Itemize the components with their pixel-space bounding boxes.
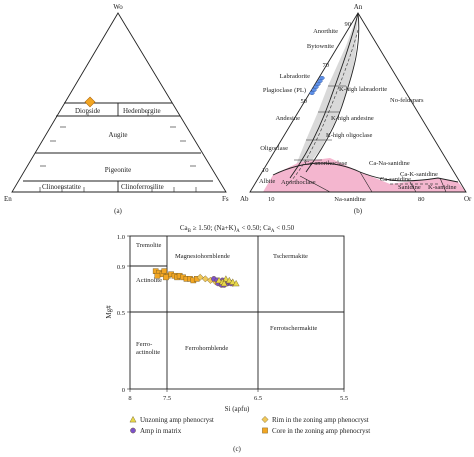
panel-c-axis-ticks	[127, 235, 345, 392]
panel-b-label-plagioclase: Plagioclase (PL)	[263, 87, 306, 94]
scatter-point-diamond	[196, 273, 204, 281]
panel-b-label-anorthite: Anorthite	[313, 28, 338, 35]
panel-b-tick-70: 70	[323, 62, 330, 69]
panel-a-label-clinoenstatite: Clinoenstatite	[42, 183, 81, 191]
panel-b-label-ca-sanidine: Ca-sanidine	[380, 176, 411, 183]
panel-c-xtick-8: 8	[128, 395, 131, 402]
panel-c-label-magnesiohornblende: Magnesiohornblende	[175, 253, 230, 260]
panel-b-plag-boundary-left	[289, 12, 359, 179]
panel-c-xtick-75: 7.5	[163, 395, 171, 402]
panel-b-alkali-divider-1	[299, 175, 331, 193]
legend-label: Amp in matrix	[140, 427, 182, 435]
panel-b-bottom-tick-10: 10	[268, 196, 275, 203]
panel-b-label-anorthoclase: Anorthoclase	[281, 179, 316, 186]
legend-marker-circle	[130, 427, 136, 434]
panel-c-ytick-05: 0.5	[117, 310, 125, 317]
panel-b-label-andesine: Andesine	[275, 115, 300, 122]
panel-a-apex-wo: Wo	[113, 3, 123, 11]
panel-b-plagioclase-field	[286, 13, 358, 186]
panel-c-amphibole-diagram: CaB ≥ 1.50; (Na+K)A < 0.50; CaA < 0.50 1…	[105, 224, 370, 453]
panel-a-apex-en: En	[4, 195, 12, 203]
panel-c-label-actinolite: Actinolite	[136, 277, 162, 284]
panel-b-apex-or: Or	[464, 195, 472, 203]
panel-a-pyroxene-diagram: Wo En Fs Diopside Hedenbergite Augite Pi…	[4, 3, 229, 215]
scatter-point-triangle	[215, 276, 223, 284]
panel-b-alkali-divider-4	[439, 177, 447, 193]
panel-b-label-k-sanidine: K-sanidine	[428, 184, 457, 191]
legend-marker-square	[262, 427, 268, 434]
panel-a-apex-fs: Fs	[222, 195, 229, 203]
panel-a-tick-marks	[39, 112, 197, 192]
panel-c-ytick-0: 0	[122, 387, 125, 394]
panel-b-bottom-tick-80: 80	[418, 196, 425, 203]
scatter-point-triangle	[222, 275, 230, 282]
legend-label: Unzoning amp phenocryst	[140, 416, 214, 424]
panel-a-diopside-marker	[84, 96, 96, 108]
panel-b-label-ca-na-sanidine: Ca-Na-sanidine	[369, 160, 410, 167]
panel-a-label-augite: Augite	[108, 131, 127, 139]
panel-a-caption: (a)	[114, 207, 122, 215]
panel-b-feldspar-diagram: An Ab Or Anorthite 90 Bytownite 70 Labra…	[240, 3, 472, 215]
panel-c-label-tremolite: Tremolite	[136, 242, 162, 249]
panel-b-label-k-high-labradorite: K-high labradorite	[339, 86, 387, 93]
panel-b-sample-points	[309, 75, 325, 95]
panel-a-label-diopside: Diopside	[75, 107, 100, 115]
panel-a-label-hedenbergite: Hedenbergite	[123, 107, 161, 115]
panel-c-ytick-09: 0.9	[117, 264, 125, 271]
panel-c-scatter-points	[152, 268, 240, 288]
scatter-point-triangle	[229, 278, 237, 285]
panel-b-label-ca-anorthoclase: Ca-anorthoclase	[305, 160, 347, 167]
panel-b-caption: (b)	[354, 207, 363, 215]
panel-c-xtick-65: 6.5	[254, 395, 262, 402]
panel-b-label-ca-k-sanidine: Ca-K-sanidine	[400, 171, 438, 178]
legend-label: Rim in the zoning amp phenocryst	[272, 416, 369, 424]
panel-b-label-na-sanidine: Na-sanidine	[334, 196, 366, 203]
scatter-point-triangle	[220, 279, 228, 287]
panel-a-label-clinoferrosilite: Clinoferrosilite	[121, 183, 164, 191]
panel-c-xlabel: Si (apfu)	[225, 405, 250, 413]
panel-a-triangle	[11, 12, 227, 193]
panel-c-label-ferro: Ferro-	[136, 341, 152, 348]
panel-b-label-k-high-andesine: K-high andesine	[331, 115, 374, 122]
panel-b-label-labradorite: Labradorite	[280, 73, 310, 80]
panel-b-alkali-divider-2	[359, 171, 373, 193]
panel-c-plot-frame	[129, 235, 345, 390]
panel-c-label-ferrotschermakite: Ferrotschermakite	[270, 325, 317, 332]
panel-c-label-tschermakite: Tschermakite	[273, 253, 308, 260]
scatter-point-square	[163, 274, 169, 281]
panel-c-ytick-1: 1.0	[117, 234, 125, 241]
panel-b-plag-boundary-right	[305, 12, 360, 173]
scatter-point-triangle	[225, 276, 233, 284]
panel-c-label-ferrohornblende: Ferrohornblende	[185, 345, 228, 352]
panel-b-dashed-curve	[285, 29, 359, 187]
panel-b-tick-10: 10	[262, 167, 269, 174]
panel-c-title: CaB ≥ 1.50; (Na+K)A < 0.50; CaA < 0.50	[180, 224, 295, 234]
scatter-point-triangle	[232, 279, 240, 287]
panel-b-label-bytownite: Bytownite	[307, 43, 334, 50]
panel-a-label-pigeonite: Pigeonite	[105, 166, 131, 174]
panel-b-label-albite: Albite	[259, 178, 275, 185]
panel-b-apex-ab: Ab	[240, 195, 249, 203]
scatter-point-square	[154, 272, 161, 279]
legend-marker-triangle	[129, 415, 137, 423]
panel-b-apex-an: An	[354, 3, 363, 11]
panel-b-triangle	[249, 12, 467, 193]
panel-c-legend: Unzoning amp phenocryst Rim in the zoning…	[129, 415, 370, 435]
panel-c-xtick-55: 5.5	[340, 395, 348, 402]
panel-b-tick-50: 50	[301, 98, 308, 105]
panel-b-label-k-high-oligoclase: K-high oligoclase	[326, 132, 373, 139]
scatter-point-square	[161, 268, 168, 274]
scatter-point-diamond	[201, 275, 209, 283]
panel-b-label-oligoclase: Oligoclase	[260, 145, 288, 152]
panel-c-label-actinolite2: actinolite	[136, 349, 160, 356]
panel-b-tick-90: 90	[345, 21, 352, 28]
panel-b-label-no-feldspars: No-feldspars	[390, 97, 424, 104]
legend-marker-diamond	[261, 416, 269, 423]
panel-b-label-sanidine: Sanidine	[398, 184, 421, 191]
panel-c-caption: (c)	[233, 445, 241, 453]
panel-c-ylabel: Mg#	[105, 305, 113, 319]
legend-label: Core in the zoning amp phenocryst	[272, 427, 370, 435]
